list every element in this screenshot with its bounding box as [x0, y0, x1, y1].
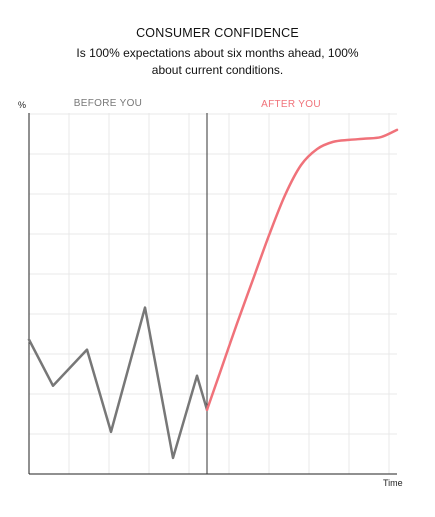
series-line-before	[27, 306, 209, 460]
grid-lines	[29, 113, 397, 474]
region-label-before: BEFORE YOU	[74, 98, 142, 109]
x-axis-label: Time	[383, 478, 403, 488]
y-axis-label: %	[18, 100, 26, 110]
series-layer	[27, 128, 399, 460]
chart-subtitle: Is 100% expectations about six months ah…	[76, 46, 359, 77]
region-label-after: AFTER YOU	[261, 99, 321, 110]
chart-title: CONSUMER CONFIDENCE	[136, 26, 299, 40]
series-line-after	[205, 128, 399, 412]
